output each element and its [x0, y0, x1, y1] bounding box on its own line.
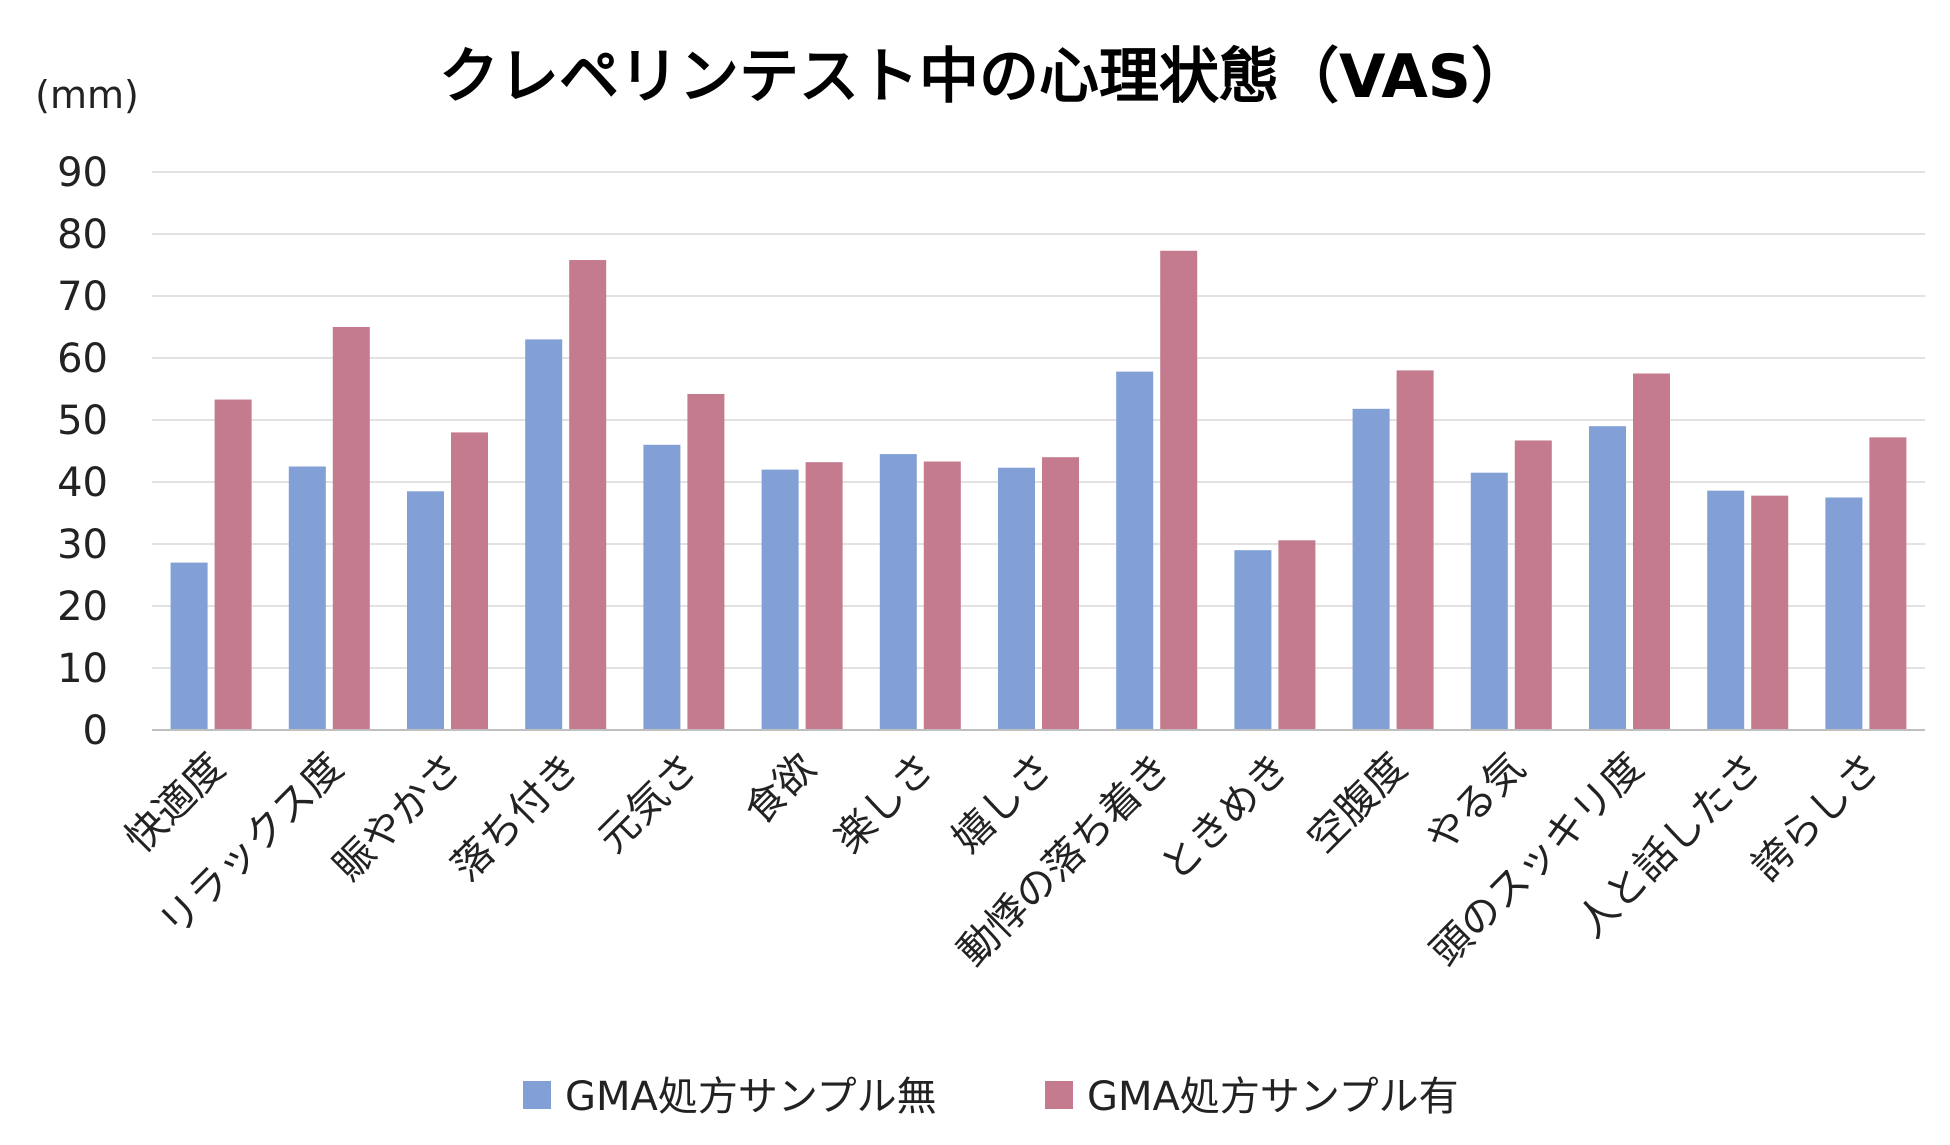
y-tick-label: 20 [57, 584, 108, 630]
legend-swatch-1 [523, 1081, 551, 1109]
x-tick-label: 食欲 [736, 745, 825, 834]
bars [170, 250, 1907, 731]
bar-without-sample-6 [879, 454, 917, 730]
bar-without-sample-8 [1116, 371, 1154, 730]
chart-title: クレペリンテスト中の心理状態（VAS） [439, 42, 1531, 112]
bar-without-sample-0 [170, 562, 208, 730]
bar-with-sample-13 [1751, 495, 1789, 730]
legend-label-2: GMA処方サンプル有 [1087, 1074, 1459, 1120]
bar-with-sample-7 [1042, 457, 1079, 730]
x-tick-label: 賑やかさ [325, 745, 471, 891]
bar-with-sample-6 [923, 461, 961, 730]
bar-without-sample-13 [1707, 490, 1745, 730]
bar-with-sample-0 [214, 399, 252, 730]
bar-without-sample-12 [1589, 426, 1626, 730]
x-tick-label: 元気さ [590, 745, 707, 862]
y-axis-ticks: 0 10 20 30 40 50 60 70 80 90 [57, 150, 108, 754]
x-tick-label: やる気 [1417, 745, 1534, 862]
x-tick-label: ときめき [1152, 745, 1298, 891]
y-tick-label: 10 [57, 646, 108, 692]
bar-with-sample-5 [805, 462, 843, 730]
bar-without-sample-9 [1234, 550, 1272, 730]
y-tick-label: 80 [57, 212, 108, 258]
bar-with-sample-12 [1633, 373, 1670, 730]
bar-with-sample-11 [1514, 440, 1552, 730]
x-axis-labels: 快適度リラックス度賑やかさ落ち付き 元気さ 食欲 楽しさ 嬉しさ動悸の落ち着きときめき空… [117, 745, 1889, 976]
bar-without-sample-7 [998, 467, 1035, 730]
y-tick-label: 90 [57, 150, 108, 196]
y-tick-label: 0 [83, 708, 108, 754]
bar-without-sample-4 [643, 444, 681, 730]
bar-with-sample-9 [1278, 540, 1316, 730]
bar-without-sample-10 [1352, 408, 1390, 730]
y-tick-label: 70 [57, 274, 108, 320]
y-axis-unit-label: (mm) [35, 73, 139, 117]
bar-without-sample-14 [1825, 497, 1863, 730]
x-tick-label: 快適度 [117, 745, 234, 862]
bar-without-sample-5 [761, 469, 799, 730]
bar-with-sample-1 [332, 327, 370, 730]
y-tick-label: 30 [57, 522, 108, 568]
bar-with-sample-14 [1869, 437, 1907, 730]
x-tick-label: 嬉しさ [944, 745, 1061, 862]
y-tick-label: 60 [57, 336, 108, 382]
bar-with-sample-4 [687, 393, 725, 730]
bar-with-sample-10 [1396, 370, 1434, 730]
x-tick-label: 楽しさ [826, 745, 943, 862]
bar-without-sample-3 [525, 339, 563, 730]
bar-with-sample-2 [451, 432, 488, 730]
x-tick-label: 誇らしさ [1743, 745, 1889, 891]
y-tick-label: 40 [57, 460, 108, 506]
x-tick-label: 動悸の落ち着き [949, 745, 1180, 976]
bar-without-sample-2 [407, 491, 444, 730]
gridlines [152, 171, 1925, 669]
y-tick-label: 50 [57, 398, 108, 444]
x-tick-label: 落ち付き [443, 745, 589, 891]
bar-with-sample-3 [569, 260, 607, 730]
x-tick-label: 空腹度 [1299, 745, 1416, 862]
bar-without-sample-1 [288, 466, 326, 730]
bar-without-sample-11 [1470, 472, 1508, 730]
x-tick-label: 頭のスッキリ度 [1422, 745, 1653, 976]
legend-swatch-2 [1045, 1081, 1073, 1109]
bar-with-sample-8 [1160, 250, 1198, 731]
legend-label-1: GMA処方サンプル無 [565, 1074, 937, 1120]
legend: GMA処方サンプル無 GMA処方サンプル有 [523, 1074, 1459, 1120]
